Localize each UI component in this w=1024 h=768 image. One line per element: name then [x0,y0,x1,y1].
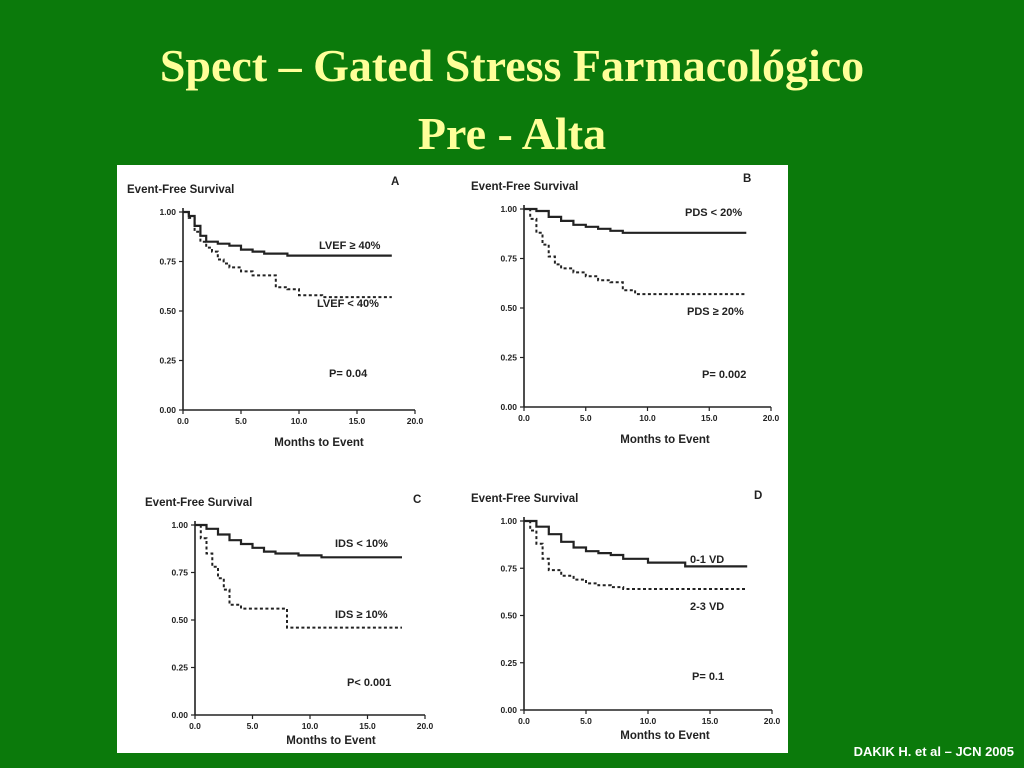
x-tick-label: 5.0 [580,716,592,726]
series-label-1: IDS < 10% [335,538,388,550]
series-line-2 [183,211,392,299]
panel-d: 0.00 0.25 0.50 0.75 1.00 0.0 5.0 10.0 15.0 20.0 Ev… [471,490,781,742]
y-tick-label: 0.00 [500,402,517,412]
panel-letter: C [413,494,421,506]
panel-a: 0.00 0.25 0.50 0.75 1.00 0.0 5.0 10.0 15.0 20.0 Ev… [127,176,424,449]
x-tick-label: 10.0 [302,721,319,731]
citation: DAKIK H. et al – JCN 2005 [853,744,1014,759]
x-tick-label: 15.0 [701,413,718,423]
y-tick-label: 0.25 [159,356,176,366]
panel-b: 0.00 0.25 0.50 0.75 1.00 0.0 5.0 10.0 15.0 20.0 Ev… [471,173,780,446]
y-tick-label: 0.00 [500,705,517,715]
kaplan-meier-figure: 0.00 0.25 0.50 0.75 1.00 0.0 5.0 10.0 15.0 20.0 Ev… [117,165,788,753]
x-tick-label: 5.0 [580,413,592,423]
y-tick-label: 0.75 [500,254,517,264]
y-tick-label: 0.50 [171,615,188,625]
x-tick-label: 10.0 [640,716,657,726]
x-tick-label: 0.0 [177,416,189,426]
y-tick-label: 0.50 [500,611,517,621]
y-tick-label: 0.50 [500,303,517,313]
series-line-1 [195,523,402,559]
series-label-2: LVEF < 40% [317,298,379,310]
y-tick-label: 1.00 [171,520,188,530]
x-tick-label: 5.0 [247,721,259,731]
y-tick-label: 0.25 [171,663,188,673]
series-label-2: IDS ≥ 10% [335,609,388,621]
x-tick-label: 15.0 [702,716,719,726]
y-tick-label: 0.00 [171,710,188,720]
y-axis-title: Event-Free Survival [471,493,578,505]
y-tick-label: 0.75 [171,568,188,578]
y-axis-title: Event-Free Survival [127,184,234,196]
series-label-1: LVEF ≥ 40% [319,240,381,252]
panel-c: 0.00 0.25 0.50 0.75 1.00 0.0 5.0 10.0 15.0 20.0 Ev… [145,494,434,747]
slide-title-line-2: Pre - Alta [417,108,607,159]
slide-title-line-1: Spect – Gated Stress Farmacológico [159,40,865,91]
series-label-2: 2-3 VD [690,601,724,613]
x-tick-label: 20.0 [417,721,434,731]
x-tick-label: 10.0 [291,416,308,426]
p-value-annotation: P= 0.04 [329,368,368,380]
series-label-1: PDS < 20% [685,207,742,219]
x-tick-label: 15.0 [359,721,376,731]
x-axis-title: Months to Event [620,730,710,742]
x-tick-label: 20.0 [764,716,781,726]
x-axis-title: Months to Event [274,437,364,449]
series-line-2 [524,208,747,296]
y-tick-label: 0.25 [500,353,517,363]
figure-svg: 0.00 0.25 0.50 0.75 1.00 0.0 5.0 10.0 15.0 20.0 Ev… [127,173,781,747]
y-tick-label: 0.25 [500,658,517,668]
panel-letter: A [391,176,399,188]
x-tick-label: 0.0 [189,721,201,731]
x-axis-title: Months to Event [286,735,376,747]
x-tick-label: 15.0 [349,416,366,426]
x-axis-title: Months to Event [620,434,710,446]
x-tick-label: 5.0 [235,416,247,426]
panel-letter: D [754,490,762,502]
x-tick-label: 20.0 [763,413,780,423]
x-tick-label: 20.0 [407,416,424,426]
y-tick-label: 1.00 [500,204,517,214]
series-label-2: PDS ≥ 20% [687,306,744,318]
y-tick-label: 0.75 [159,257,176,267]
y-tick-label: 0.00 [159,405,176,415]
x-tick-label: 10.0 [639,413,656,423]
p-value-annotation: P= 0.002 [702,369,746,381]
y-tick-label: 0.75 [500,563,517,573]
series-line-2 [524,520,748,590]
y-tick-label: 1.00 [500,516,517,526]
p-value-annotation: P= 0.1 [692,671,724,683]
p-value-annotation: P< 0.001 [347,677,391,689]
series-label-1: 0-1 VD [690,554,724,566]
series-line-2 [195,524,402,629]
y-axis-title: Event-Free Survival [471,181,578,193]
series-line-1 [524,207,747,234]
series-line-1 [524,519,748,568]
panel-letter: B [743,173,751,185]
y-tick-label: 1.00 [159,207,176,217]
x-tick-label: 0.0 [518,413,530,423]
y-tick-label: 0.50 [159,306,176,316]
x-tick-label: 0.0 [518,716,530,726]
y-axis-title: Event-Free Survival [145,497,252,509]
